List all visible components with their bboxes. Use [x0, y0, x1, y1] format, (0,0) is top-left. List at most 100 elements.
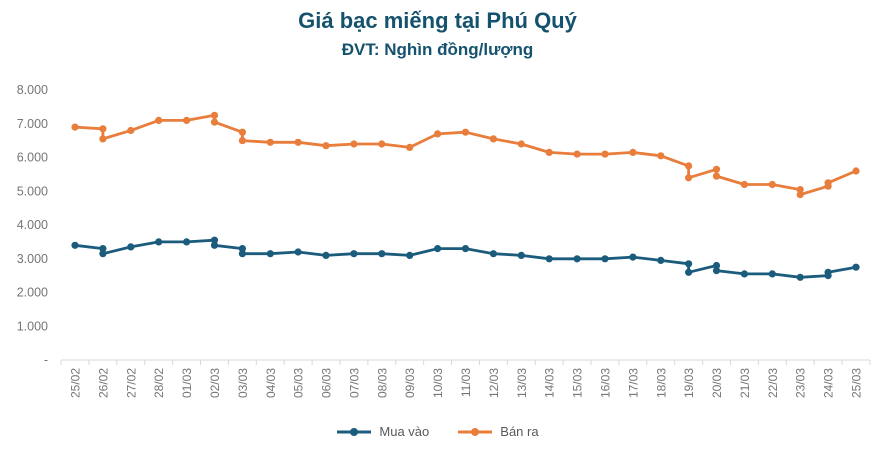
x-axis-tick-label: 07/03	[347, 368, 361, 398]
x-axis-tick-label: 11/03	[459, 368, 473, 397]
x-axis-tick-label: 17/03	[626, 368, 640, 398]
data-point	[629, 253, 637, 261]
x-axis-tick-label: 22/03	[766, 368, 780, 398]
data-point	[406, 143, 414, 151]
data-point	[573, 150, 581, 158]
data-point	[406, 251, 414, 259]
x-axis-tick-label: 27/02	[124, 368, 138, 398]
data-point	[740, 270, 749, 278]
legend-item-mua-vào: Mua vào	[336, 424, 429, 439]
data-point	[657, 256, 665, 264]
x-axis-tick-label: 25/02	[69, 368, 83, 398]
data-point	[183, 238, 191, 246]
series-line-bán-ra	[73, 113, 858, 197]
x-axis-tick-label: 08/03	[375, 368, 389, 398]
data-point	[517, 251, 525, 259]
x-axis-tick-label: 01/03	[180, 368, 194, 398]
legend-swatch-marker	[350, 427, 359, 436]
data-point	[350, 140, 358, 148]
y-axis-tick-label: 1.000	[17, 319, 48, 333]
data-point	[210, 111, 219, 119]
data-point	[796, 191, 804, 199]
x-axis-tick-label: 13/03	[515, 368, 529, 398]
data-point	[378, 140, 386, 148]
data-point	[712, 267, 721, 275]
data-point	[601, 255, 609, 263]
data-point	[712, 165, 721, 173]
data-point	[489, 250, 497, 258]
x-axis-tick-label: 19/03	[682, 368, 696, 398]
data-point	[294, 138, 302, 146]
data-point	[461, 245, 470, 253]
legend: Mua vào Bán ra	[0, 424, 875, 439]
data-point	[99, 245, 107, 253]
data-point	[489, 135, 497, 143]
data-point	[796, 186, 804, 194]
y-axis-tick-label: 6.000	[17, 151, 48, 165]
data-point	[238, 137, 246, 145]
x-axis-tick-label: 02/03	[208, 368, 222, 398]
data-point	[294, 248, 302, 256]
chart-subtitle: ĐVT: Nghìn đồng/lượng	[341, 40, 534, 59]
data-point	[238, 128, 246, 136]
y-axis-tick-label: 3.000	[17, 252, 48, 266]
x-axis-tick-label: 25/03	[850, 368, 864, 398]
data-point	[322, 142, 330, 150]
y-axis-tick-label: 8.000	[17, 83, 48, 97]
data-point	[824, 179, 832, 187]
x-axis-tick-label: 06/03	[320, 368, 334, 398]
data-point	[852, 167, 860, 175]
data-point	[657, 152, 665, 160]
legend-item-bán-ra: Bán ra	[457, 424, 539, 439]
x-axis-tick-label: 10/03	[431, 368, 445, 398]
y-axis-tick-label: -	[44, 353, 48, 367]
data-point	[434, 245, 442, 253]
data-point	[796, 273, 804, 281]
data-point	[712, 261, 721, 270]
data-point	[322, 251, 330, 259]
data-point	[685, 162, 693, 170]
data-point	[601, 150, 609, 158]
x-axis-tick-label: 14/03	[543, 368, 557, 398]
x-axis-tick-label: 03/03	[236, 368, 250, 398]
data-point	[545, 148, 553, 156]
y-axis-tick-label: 2.000	[17, 286, 48, 300]
data-point	[210, 118, 219, 126]
x-axis-tick-label: 16/03	[598, 368, 612, 398]
x-axis-tick-label: 23/03	[794, 368, 808, 398]
legend-label: Bán ra	[500, 424, 539, 439]
legend-swatch	[337, 427, 372, 436]
data-point	[155, 116, 163, 124]
data-point	[573, 255, 581, 263]
data-point	[71, 123, 79, 131]
y-axis-tick-label: 4.000	[17, 218, 48, 232]
x-axis-tick-label: 15/03	[571, 368, 585, 398]
data-point	[99, 135, 107, 143]
data-point	[350, 250, 358, 258]
x-axis-tick-label: 18/03	[654, 368, 668, 398]
data-point	[712, 172, 721, 180]
data-point	[127, 243, 135, 251]
legend-label: Mua vào	[379, 424, 430, 439]
data-point	[127, 126, 135, 135]
data-point	[155, 238, 163, 246]
data-point	[768, 270, 776, 278]
legend-swatch	[458, 427, 493, 436]
chart-title: Giá bạc miếng tại Phú Quý	[298, 8, 577, 33]
data-point	[99, 250, 107, 258]
x-axis-tick-label: 21/03	[738, 368, 752, 398]
x-axis-tick-label: 04/03	[264, 368, 278, 398]
data-point	[685, 260, 693, 268]
x-axis-tick-label: 24/03	[822, 368, 836, 398]
data-point	[545, 255, 553, 263]
data-point	[517, 140, 525, 148]
data-point	[378, 250, 386, 258]
y-axis-tick-label: 5.000	[17, 184, 48, 198]
data-point	[266, 138, 274, 146]
data-point	[852, 263, 860, 271]
y-axis-tick-label: 7.000	[17, 117, 48, 131]
data-point	[461, 128, 470, 136]
data-point	[238, 250, 246, 258]
data-point	[99, 125, 107, 133]
